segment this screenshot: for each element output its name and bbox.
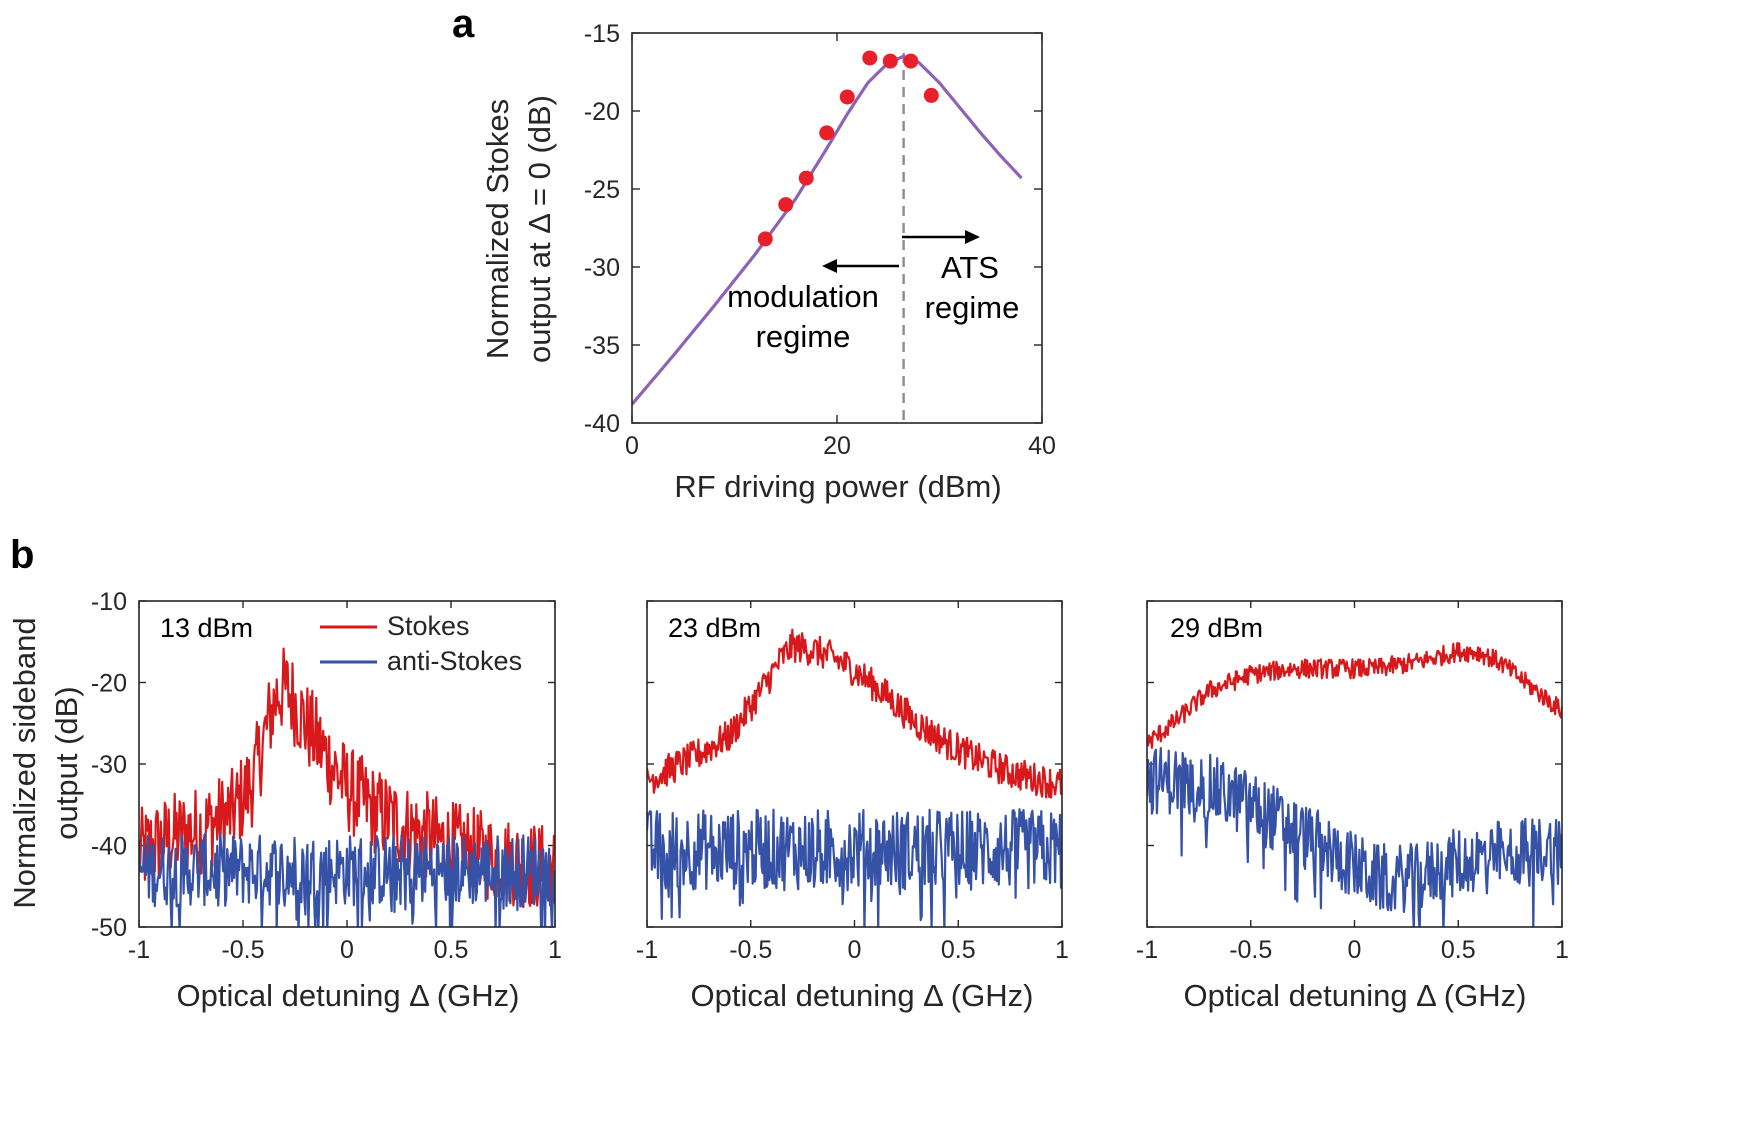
x-tick-label: -1 [128, 936, 150, 964]
panel-b1: -1 -0.5 0 0.5 1 -50 -40 -30 -20 -10 13 dBm Optica… [91, 588, 562, 1013]
y-tick-label: -30 [91, 751, 127, 779]
x-tick-label: -1 [636, 936, 658, 964]
x-tick-label: -0.5 [221, 936, 264, 964]
data-point [757, 231, 773, 247]
x-tick-label: 1 [548, 936, 562, 964]
x-tick-label: 40 [1028, 432, 1056, 460]
data-point [862, 50, 878, 66]
x-tick-label: 0.5 [941, 936, 976, 964]
panel-b1-series [139, 647, 555, 927]
legend-stokes-label: Stokes [387, 611, 470, 641]
x-tick-label: 0 [625, 432, 639, 460]
panel-b3: -1 -0.5 0 0.5 1 29 dBm Optical detuning Δ (G… [1136, 600, 1569, 1013]
y-tick-label: -20 [584, 98, 620, 126]
x-tick-label: 0 [848, 936, 862, 964]
anti-stokes-trace [1147, 746, 1562, 927]
data-point [778, 197, 794, 213]
panel-b3-xlabel: Optical detuning Δ (GHz) [1184, 978, 1527, 1013]
stokes-trace [647, 628, 1062, 799]
data-point [882, 53, 898, 69]
panel-b3-axes-box [1146, 600, 1563, 928]
stokes-trace [139, 647, 555, 913]
y-tick-label: -40 [584, 410, 620, 438]
panel-a-ylabel-line2: output at Δ = 0 (dB) [522, 95, 557, 363]
y-tick-label: -25 [584, 176, 620, 204]
stokes-trace [1147, 641, 1562, 749]
panel-b1-axes-box [138, 600, 556, 928]
data-point [839, 89, 855, 105]
power-label-23: 23 dBm [668, 613, 761, 643]
panel-a-xlabel: RF driving power (dBm) [674, 469, 1001, 504]
x-tick-label: 1 [1555, 936, 1569, 964]
left-arrow [822, 259, 899, 273]
panel-a: a 0 20 40 -40 -35 -30 -25 -20 -15 modulation reg… [452, 2, 1056, 504]
power-label-13: 13 dBm [160, 613, 253, 643]
x-tick-label: 1 [1055, 936, 1069, 964]
x-tick-label: 0 [340, 936, 354, 964]
right-arrow [902, 230, 980, 244]
data-point [903, 53, 919, 69]
panel-a-ylabel-line1: Normalized Stokes [480, 99, 515, 359]
anti-stokes-trace [139, 832, 555, 927]
panel-b2-series [647, 628, 1062, 927]
y-tick-label: -20 [91, 670, 127, 698]
panel-b2-ticks: -1 -0.5 0 0.5 1 [636, 600, 1069, 964]
measured-points [757, 50, 939, 247]
x-tick-label: 0.5 [434, 936, 469, 964]
panel-letter-a: a [452, 2, 475, 46]
y-tick-label: -15 [584, 20, 620, 48]
power-label-29: 29 dBm [1170, 613, 1263, 643]
panel-b2-xlabel: Optical detuning Δ (GHz) [691, 978, 1034, 1013]
legend-anti-stokes-label: anti-Stokes [387, 646, 522, 676]
y-tick-label: -10 [91, 588, 127, 616]
x-tick-label: 0.5 [1441, 936, 1476, 964]
panel-a-axes-box [631, 32, 1043, 424]
panel-a-ticks: 0 20 40 -40 -35 -30 -25 -20 -15 [584, 20, 1056, 460]
x-tick-label: 20 [823, 432, 851, 460]
modulation-regime-line2: regime [756, 319, 851, 354]
panel-b3-series [1147, 641, 1562, 927]
data-point [819, 125, 835, 141]
y-tick-label: -50 [91, 914, 127, 942]
x-tick-label: -0.5 [729, 936, 772, 964]
panel-b2-axes-box [646, 600, 1063, 928]
ats-regime-line2: regime [925, 290, 1020, 325]
panel-b-ylabel-line1: Normalized sideband [7, 617, 42, 908]
legend: Stokes anti-Stokes [320, 611, 522, 676]
y-tick-label: -30 [584, 254, 620, 282]
panel-b1-xlabel: Optical detuning Δ (GHz) [177, 978, 520, 1013]
y-tick-label: -40 [91, 833, 127, 861]
ats-regime-line1: ATS [941, 250, 999, 285]
panel-letter-b: b [10, 533, 34, 577]
modulation-regime-line1: modulation [727, 279, 879, 314]
x-tick-label: 0 [1348, 936, 1362, 964]
x-tick-label: -1 [1136, 936, 1158, 964]
anti-stokes-trace [647, 808, 1062, 927]
data-point [923, 87, 939, 103]
theory-curve [630, 54, 1023, 406]
x-tick-label: -0.5 [1229, 936, 1272, 964]
data-point [798, 170, 814, 186]
panel-b-ylabel-line2: output (dB) [49, 686, 84, 839]
panel-b2: -1 -0.5 0 0.5 1 23 dBm Optical detuning Δ (G… [636, 600, 1069, 1013]
y-tick-label: -35 [584, 332, 620, 360]
